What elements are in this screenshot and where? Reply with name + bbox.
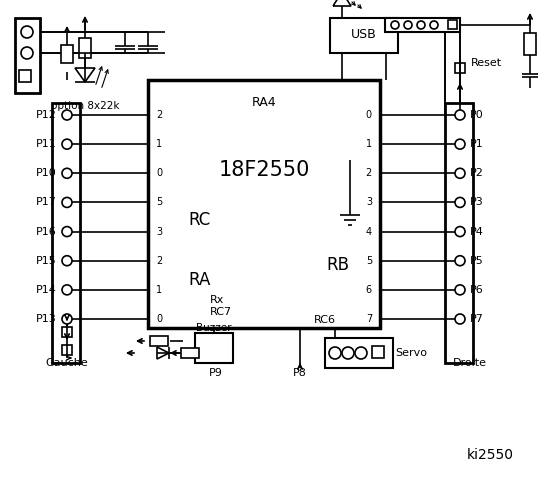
Text: Rx: Rx [210,295,225,305]
Text: 1: 1 [366,139,372,149]
Bar [330,18,398,53]
Bar [61,45,73,63]
Text: P9: P9 [209,368,223,378]
Circle shape [21,47,33,59]
Text: Servo: Servo [395,348,427,358]
Circle shape [62,197,72,207]
Circle shape [455,285,465,295]
Bar [195,333,233,363]
Text: Gauche: Gauche [46,358,88,368]
Text: 2: 2 [156,256,162,266]
Text: P6: P6 [470,285,484,295]
Circle shape [355,347,367,359]
Circle shape [455,227,465,237]
Text: RC: RC [189,211,211,229]
Text: 3: 3 [366,197,372,207]
Text: ki2550: ki2550 [467,448,514,462]
Circle shape [62,139,72,149]
Bar [79,38,91,58]
Bar [385,18,460,32]
Text: P14: P14 [36,285,57,295]
Bar [448,20,457,29]
Text: P8: P8 [293,368,307,378]
Circle shape [404,21,412,29]
Bar [524,33,536,55]
Text: 0: 0 [156,314,162,324]
Circle shape [342,347,354,359]
Circle shape [455,256,465,266]
Circle shape [455,139,465,149]
Bar [372,346,384,358]
Circle shape [417,21,425,29]
Bar [15,18,40,93]
Circle shape [391,21,399,29]
Text: P2: P2 [470,168,484,178]
Text: Buzzer: Buzzer [196,323,232,333]
Circle shape [430,21,438,29]
Text: Reset: Reset [471,58,502,68]
Bar [62,327,72,337]
Text: P5: P5 [470,256,484,266]
Text: 5: 5 [156,197,162,207]
Circle shape [455,110,465,120]
Circle shape [62,285,72,295]
Text: P1: P1 [470,139,484,149]
Text: 18F2550: 18F2550 [218,160,310,180]
Text: 4: 4 [366,227,372,237]
Circle shape [62,314,72,324]
Text: RB: RB [326,256,349,274]
Text: 3: 3 [156,227,162,237]
Circle shape [62,168,72,178]
Circle shape [455,168,465,178]
Text: P0: P0 [470,110,484,120]
Bar [148,80,380,328]
Text: 2: 2 [156,110,162,120]
Text: P12: P12 [36,110,57,120]
Circle shape [455,197,465,207]
Circle shape [62,256,72,266]
Text: Droite: Droite [453,358,487,368]
Text: 2: 2 [366,168,372,178]
Text: 0: 0 [366,110,372,120]
Bar [455,63,465,73]
Text: option 8x22k: option 8x22k [51,101,119,111]
Bar [445,103,473,363]
Text: 1: 1 [156,139,162,149]
Text: RC7: RC7 [210,307,232,317]
Text: P11: P11 [36,139,57,149]
Circle shape [62,227,72,237]
Text: P17: P17 [36,197,57,207]
Text: 7: 7 [366,314,372,324]
Bar [52,103,80,363]
Text: P15: P15 [36,256,57,266]
Text: RC6: RC6 [314,315,336,325]
Text: 5: 5 [366,256,372,266]
Text: 1: 1 [156,285,162,295]
Text: RA: RA [189,271,211,289]
Text: RA4: RA4 [252,96,276,108]
Text: USB: USB [351,28,377,41]
Text: P7: P7 [470,314,484,324]
Text: P13: P13 [36,314,57,324]
Bar [325,338,393,368]
Text: 6: 6 [366,285,372,295]
Circle shape [329,347,341,359]
Text: 0: 0 [156,168,162,178]
Circle shape [21,26,33,38]
Text: P10: P10 [36,168,57,178]
Text: P3: P3 [470,197,484,207]
Text: P4: P4 [470,227,484,237]
Text: P16: P16 [36,227,57,237]
Circle shape [455,314,465,324]
Bar [150,336,168,346]
Bar [62,345,72,355]
Bar [181,348,199,358]
Circle shape [62,110,72,120]
Bar [19,70,31,82]
